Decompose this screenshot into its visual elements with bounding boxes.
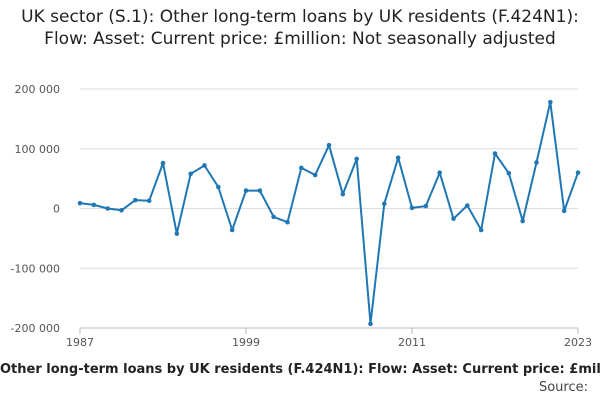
data-point xyxy=(451,216,456,221)
y-tick-label: -100 000 xyxy=(11,262,60,275)
data-point xyxy=(146,198,152,204)
data-point xyxy=(202,163,207,168)
data-point xyxy=(561,208,567,214)
footer-series-label: Other long-term loans by UK residents (F… xyxy=(0,362,600,377)
data-point xyxy=(423,203,429,209)
data-point xyxy=(91,202,97,208)
data-point xyxy=(437,170,442,175)
data-point xyxy=(534,160,539,165)
data-point xyxy=(382,201,387,207)
data-point xyxy=(243,188,249,193)
y-axis-ticks: -200 000 -100 000 0 100 000 200 000 xyxy=(11,83,60,335)
data-point xyxy=(312,172,318,178)
series-line xyxy=(79,101,579,325)
series-area xyxy=(77,99,581,327)
data-point xyxy=(77,200,83,206)
data-point xyxy=(105,206,110,211)
y-tick-label: 100 000 xyxy=(15,143,61,156)
data-point xyxy=(354,156,359,162)
grid-lines xyxy=(80,88,578,269)
data-point xyxy=(299,165,304,171)
source-label: Source: xyxy=(538,380,588,395)
x-tick-label: 1999 xyxy=(232,336,260,349)
data-point xyxy=(229,227,235,233)
chart-title: UK sector (S.1): Other long-term loans b… xyxy=(21,7,579,49)
data-point xyxy=(520,218,525,224)
data-point xyxy=(492,151,498,156)
data-point xyxy=(506,170,512,176)
y-tick-label: 200 000 xyxy=(15,83,61,96)
data-point xyxy=(575,170,581,175)
data-point xyxy=(340,191,346,197)
data-point xyxy=(257,188,263,193)
data-point xyxy=(285,219,290,225)
data-point xyxy=(133,197,138,203)
x-tick-label: 2023 xyxy=(564,336,592,349)
y-tick-label: -200 000 xyxy=(11,322,60,335)
data-point xyxy=(465,203,470,208)
data-point xyxy=(160,160,166,166)
data-point xyxy=(188,171,193,177)
data-point xyxy=(119,207,124,213)
data-point xyxy=(174,231,180,236)
data-point xyxy=(216,184,221,190)
x-axis-ticks: 1987 1999 2011 2023 xyxy=(66,328,592,349)
x-tick-label: 2011 xyxy=(398,336,426,349)
data-point xyxy=(409,205,415,211)
y-tick-label: 0 xyxy=(53,203,60,216)
data-point xyxy=(326,142,332,148)
data-point xyxy=(395,155,401,161)
data-point xyxy=(368,321,373,327)
data-point xyxy=(548,99,553,105)
data-point xyxy=(478,227,484,233)
x-tick-label: 1987 xyxy=(66,336,94,349)
data-point xyxy=(271,214,276,220)
